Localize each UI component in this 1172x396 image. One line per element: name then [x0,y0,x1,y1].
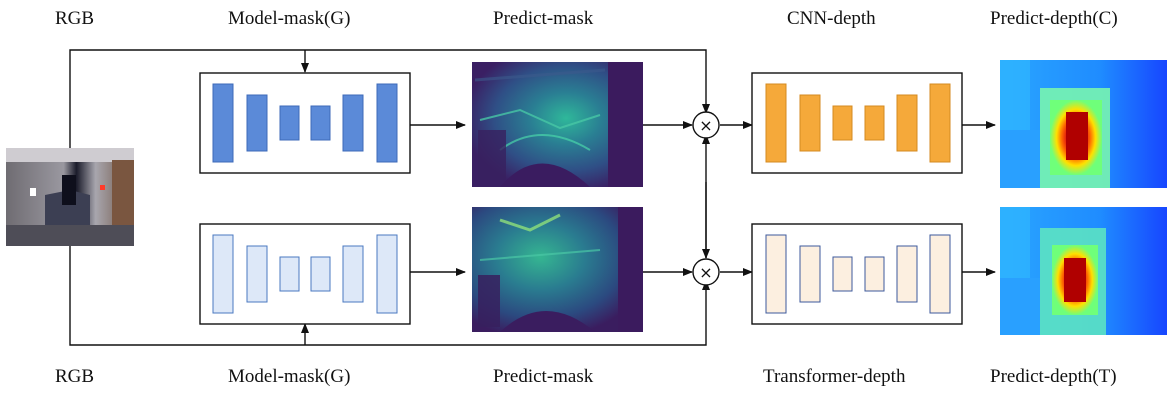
bottleneck-layer-1 [279,256,300,292]
model-mask-network-top [199,72,411,174]
decoder-layer-2 [929,83,951,163]
decoder-layer-1 [342,245,364,303]
top-model-mask-label: Model-mask(G) [228,8,351,29]
bottom-predict-mask-label: Predict-mask [493,366,594,387]
decoder-layer-1 [896,94,918,152]
encoder-layer-1 [212,83,234,163]
decoder-layer-2 [929,234,951,314]
top-predict-depth-label: Predict-depth(C) [990,8,1118,29]
bottom-predict-depth-label: Predict-depth(T) [990,366,1117,387]
predict-mask-image-top [472,62,643,187]
multiply-node-top: × [692,111,720,139]
decoder-layer-1 [896,245,918,303]
top-rgb-label: RGB [55,8,95,29]
encoder-layer-1 [212,234,234,314]
model-mask-network-bottom [199,223,411,325]
encoder-layer-2 [246,94,268,152]
predict-depth-image-top [1000,60,1167,188]
encoder-layer-1 [765,234,787,314]
bottleneck-layer-1 [832,256,853,292]
predict-mask-image-bottom [472,207,643,332]
encoder-layer-2 [799,94,821,152]
top-predict-mask-label: Predict-mask [493,8,594,29]
encoder-layer-1 [765,83,787,163]
top-cnn-depth-label: CNN-depth [787,8,876,29]
bottleneck-layer-2 [864,105,885,141]
transformer-depth-network [751,223,963,325]
multiply-symbol-top: × [699,116,712,135]
predict-depth-image-bottom [1000,207,1167,335]
bottom-transformer-depth-label: Transformer-depth [763,366,906,387]
bottom-model-mask-label: Model-mask(G) [228,366,351,387]
bottleneck-layer-1 [832,105,853,141]
decoder-layer-2 [376,83,398,163]
decoder-layer-1 [342,94,364,152]
encoder-layer-2 [246,245,268,303]
bottom-rgb-label: RGB [55,366,95,387]
bottleneck-layer-2 [310,105,331,141]
bottleneck-layer-2 [310,256,331,292]
bottleneck-layer-2 [864,256,885,292]
multiply-node-bottom: × [692,258,720,286]
decoder-layer-2 [376,234,398,314]
rgb-input-image [6,148,134,246]
bottleneck-layer-1 [279,105,300,141]
cnn-depth-network [751,72,963,174]
encoder-layer-2 [799,245,821,303]
multiply-symbol-bottom: × [699,263,712,282]
connection-lines [69,49,996,346]
